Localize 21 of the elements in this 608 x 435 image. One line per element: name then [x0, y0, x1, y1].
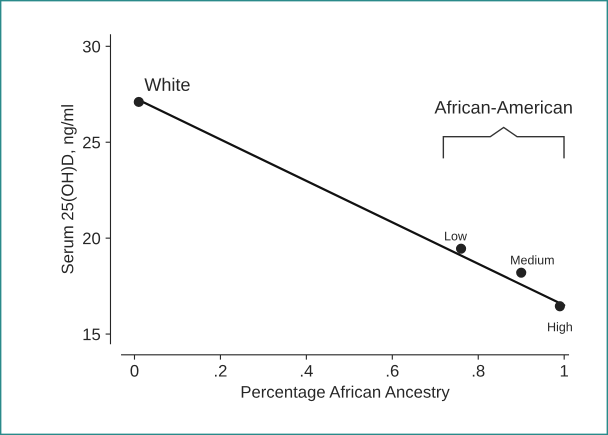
x-tick-label: 1 [560, 365, 568, 377]
y-tick-label: 30 [82, 40, 100, 53]
x-axis-title: Percentage African Ancestry [242, 386, 450, 402]
annotation: White [144, 78, 190, 92]
x-tick-label: 0 [130, 364, 138, 377]
annotation: Low [445, 232, 467, 240]
y-tick-label: 15 [84, 328, 100, 340]
x-tick-label: .6 [386, 364, 399, 377]
y-tick-label: 25 [83, 136, 100, 148]
annotation: High [548, 322, 572, 334]
point [516, 268, 526, 278]
annotation: Medium [511, 255, 554, 264]
y-tick-label: 20 [83, 232, 100, 244]
point [134, 96, 144, 108]
y-axis-title: Serum 25(OH)D, ng/ml [61, 105, 77, 274]
x-tick-label: .2 [215, 364, 227, 377]
point [456, 244, 466, 254]
point [554, 301, 565, 312]
x-tick-label: .8 [472, 364, 484, 377]
annotation: African-American [434, 100, 572, 114]
x-tick-label: .4 [300, 365, 313, 377]
